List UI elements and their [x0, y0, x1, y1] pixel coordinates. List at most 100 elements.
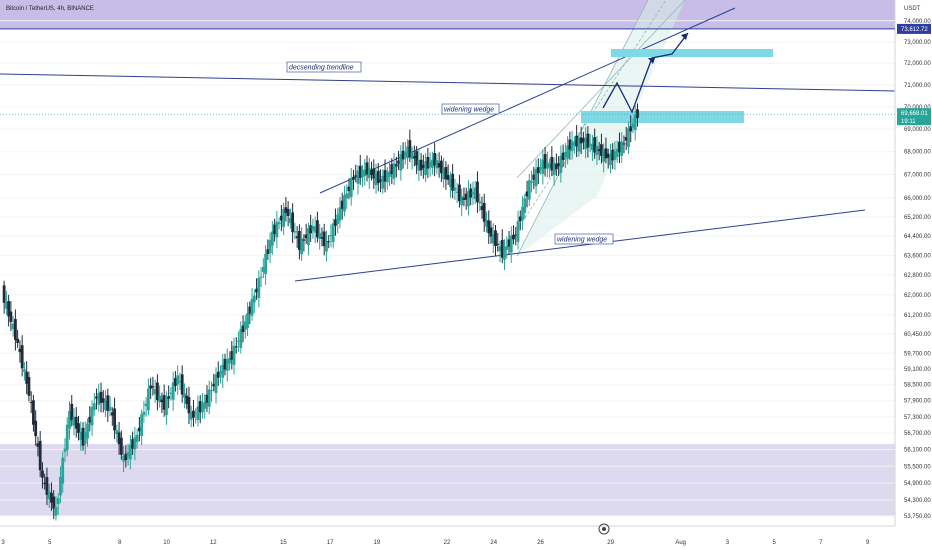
candle — [264, 245, 267, 285]
time-tick-label: 7 — [819, 540, 823, 546]
candle — [92, 393, 96, 416]
candle — [61, 451, 65, 493]
candle — [36, 436, 40, 457]
candle — [329, 224, 333, 248]
candle — [214, 367, 218, 404]
candle — [108, 396, 112, 417]
candle — [135, 428, 139, 449]
price-axis[interactable]: USDT 74,000.00 73,000.00 72,000.00 71,000.0… — [894, 0, 932, 526]
candle — [237, 331, 240, 352]
candle — [397, 150, 400, 170]
time-tick-label: 5 — [48, 540, 52, 546]
time-tick-label: 3 — [726, 540, 730, 546]
candle — [151, 376, 155, 396]
candle — [530, 170, 533, 193]
price-tick-label: 66,000.00 — [904, 196, 931, 202]
candle — [106, 388, 110, 422]
candle — [86, 418, 89, 447]
candle — [101, 390, 105, 413]
price-tick-label: 64,400.00 — [904, 234, 931, 240]
candle — [250, 288, 254, 321]
candle — [38, 431, 42, 478]
time-tick-label: 15 — [280, 540, 287, 546]
candle — [437, 152, 441, 178]
candle — [124, 445, 128, 468]
candle — [354, 164, 358, 183]
candle — [140, 409, 144, 446]
candle — [180, 365, 184, 403]
candle — [137, 416, 141, 442]
symbol-title: Bitcoin / TetherUS, 4h, BINANCE — [6, 6, 94, 12]
candle — [401, 142, 405, 169]
time-axis[interactable]: 3 5 8 10 12 15 17 19 22 24 26 29 Aug 3 5 7 9 — [0, 525, 932, 550]
candle — [439, 155, 443, 182]
candle — [322, 223, 326, 256]
candle — [223, 353, 227, 376]
time-ticks: 3 5 8 10 12 15 17 19 22 24 26 29 Aug 3 5 7 9 — [1, 540, 870, 546]
candle — [34, 410, 38, 446]
candle — [467, 180, 470, 216]
zones-layer — [0, 0, 895, 516]
price-tick-label: 60,450.00 — [904, 332, 931, 338]
candle — [584, 127, 588, 159]
candle — [415, 146, 419, 175]
candle — [221, 353, 225, 389]
time-tick-label: 5 — [772, 540, 776, 546]
candle — [255, 278, 258, 300]
candle — [381, 169, 385, 194]
candle — [43, 473, 47, 490]
candle — [408, 129, 412, 163]
price-tick-label: 63,600.00 — [904, 253, 931, 259]
candle — [194, 408, 198, 424]
candle — [433, 142, 437, 177]
price-tick-label: 68,000.00 — [904, 150, 931, 156]
candle — [509, 226, 513, 263]
candle — [4, 291, 8, 315]
candle — [505, 236, 509, 259]
tradingview-icon[interactable] — [598, 523, 610, 535]
candle — [624, 126, 628, 151]
price-tick-label: 54,300.00 — [904, 498, 931, 504]
candle — [586, 126, 590, 158]
candle — [279, 205, 283, 232]
candle — [153, 379, 157, 403]
candle — [113, 397, 116, 439]
price-tick-label: 61,200.00 — [904, 313, 931, 319]
price-tick-label: 69,000.00 — [904, 127, 931, 133]
candle — [568, 131, 572, 160]
target-box-lower — [581, 111, 744, 123]
candle — [99, 382, 103, 413]
channel-mid-line — [524, 0, 667, 219]
ascending-channel-fill — [517, 0, 685, 256]
annotation-layer: decsending trendline widening wedge wideni… — [286, 61, 614, 245]
price-tick-label: 70,000.00 — [904, 105, 931, 111]
candle — [128, 435, 132, 470]
price-tick-label: 57,900.00 — [904, 399, 931, 405]
candle — [451, 163, 455, 199]
annotation-box — [441, 103, 500, 115]
resistance-level-label: 73,612.72 — [901, 27, 928, 33]
candle — [174, 371, 177, 392]
candle — [45, 467, 49, 506]
candle — [532, 166, 536, 190]
candle — [131, 431, 135, 456]
candle — [365, 155, 369, 182]
candle — [388, 160, 391, 187]
candle — [122, 446, 125, 473]
candle — [627, 121, 630, 155]
candle — [9, 301, 13, 332]
candle — [611, 143, 615, 170]
candle — [318, 223, 322, 250]
candle — [228, 351, 231, 371]
candle — [606, 148, 610, 169]
candle — [246, 302, 249, 337]
candle — [444, 161, 448, 190]
candle — [363, 158, 367, 186]
target-box-upper — [611, 49, 773, 57]
candle — [566, 136, 570, 165]
candle — [392, 153, 396, 186]
candle — [219, 365, 222, 384]
candle — [88, 406, 92, 432]
